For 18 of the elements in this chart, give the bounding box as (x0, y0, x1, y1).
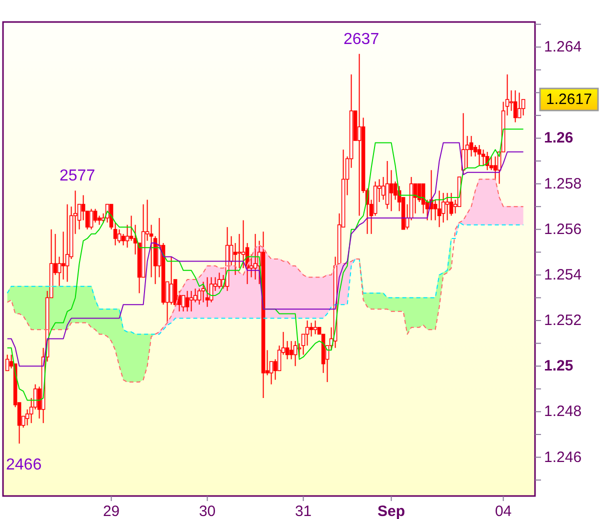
x-tick-label: 30 (198, 503, 216, 519)
y-tick-label: 1.252 (544, 312, 582, 330)
y-tick-label: 1.25 (544, 358, 574, 375)
y-tick-label: 1.256 (544, 220, 582, 238)
annotation: 2577 (60, 168, 96, 185)
y-tick-label: 1.246 (544, 448, 582, 466)
y-tick-label: 1.248 (544, 403, 582, 420)
x-tick-label: 04 (494, 503, 512, 519)
annotation: 2466 (6, 456, 42, 474)
x-tick-label: 29 (102, 503, 120, 519)
x-tick-label: 31 (294, 503, 312, 519)
y-tick-label: 1.264 (544, 38, 582, 56)
x-tick-label: Sep (378, 503, 406, 519)
y-tick-label: 1.258 (544, 175, 582, 192)
y-tick-label: 1.26 (544, 130, 574, 147)
annotation: 2637 (344, 30, 380, 48)
text: 1.2617 (546, 90, 592, 108)
y-tick-label: 1.254 (544, 266, 582, 284)
